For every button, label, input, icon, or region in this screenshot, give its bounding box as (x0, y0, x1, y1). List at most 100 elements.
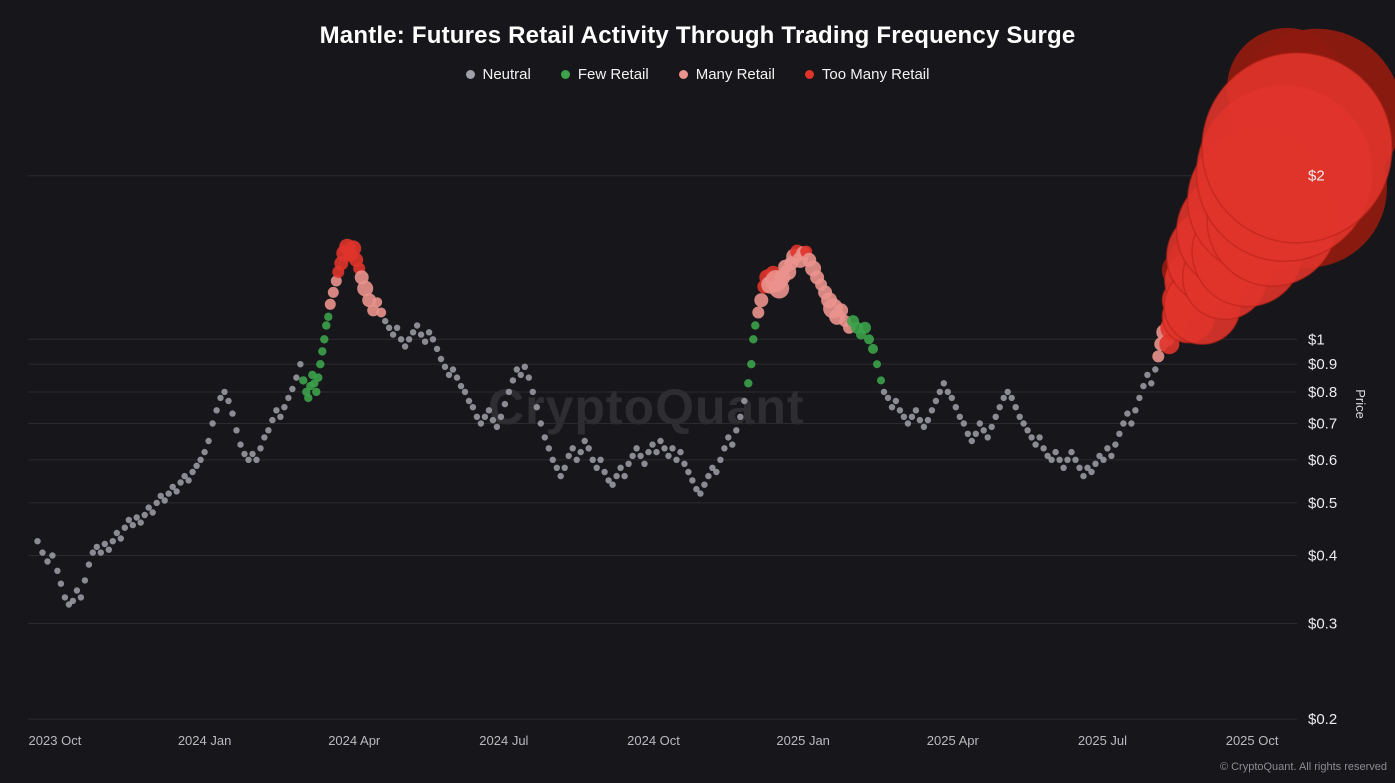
data-point (372, 297, 383, 308)
data-point (665, 452, 672, 460)
data-point (1104, 445, 1111, 452)
data-point (713, 468, 720, 476)
data-point (1080, 472, 1087, 480)
data-point (237, 441, 244, 448)
legend-item-neutral[interactable]: Neutral (465, 66, 531, 83)
data-point (273, 407, 280, 414)
legend-dot-too-many-retail (804, 70, 814, 79)
data-point (754, 293, 769, 308)
data-point (169, 483, 176, 491)
data-point (299, 376, 308, 385)
data-point (541, 434, 548, 441)
data-point (57, 580, 65, 587)
data-point (1024, 427, 1031, 434)
data-point (701, 481, 708, 488)
data-point (521, 363, 528, 370)
data-point (1052, 448, 1059, 456)
data-point (669, 445, 676, 452)
data-point (936, 388, 943, 396)
data-point (1004, 388, 1011, 396)
data-point (884, 394, 892, 402)
data-point (653, 448, 660, 456)
data-point (1044, 452, 1051, 460)
data-point (1056, 456, 1063, 463)
data-point (153, 499, 160, 507)
data-point (345, 240, 362, 257)
data-point (39, 549, 46, 556)
data-point (157, 492, 164, 500)
data-point (633, 445, 640, 452)
data-point (1136, 394, 1143, 402)
data-point (389, 331, 397, 338)
data-point (1128, 420, 1135, 427)
data-point (213, 407, 220, 414)
data-point (637, 452, 644, 460)
data-point (85, 561, 93, 568)
data-point (747, 360, 756, 369)
data-point (113, 529, 121, 537)
data-point (101, 540, 109, 548)
data-point (161, 497, 168, 504)
data-point (241, 450, 248, 458)
data-point (245, 456, 252, 463)
legend-dot-many-retail (678, 70, 688, 79)
data-point (749, 335, 758, 344)
data-point (617, 464, 624, 471)
data-point (376, 307, 387, 318)
data-point (685, 468, 692, 476)
legend-label-too-many-retail: Too Many Retail (821, 66, 930, 83)
data-point (137, 519, 144, 526)
data-point (920, 423, 928, 431)
legend-label-many-retail: Many Retail (695, 66, 775, 83)
data-point (477, 420, 485, 427)
data-point (281, 404, 288, 411)
data-point (545, 445, 552, 452)
data-point (485, 407, 493, 414)
data-point (737, 413, 744, 420)
data-point (1096, 452, 1103, 460)
data-point (729, 441, 736, 448)
data-point (613, 472, 620, 480)
data-point (457, 382, 465, 390)
x-tick-label: 2025 Jul (1078, 733, 1127, 748)
data-point (77, 594, 85, 601)
data-point (561, 464, 568, 471)
data-point (741, 397, 748, 405)
data-point (61, 594, 69, 601)
data-point (489, 416, 497, 424)
legend-item-many-retail[interactable]: Many Retail (678, 66, 775, 83)
copyright-notice: © CryptoQuant. All rights reserved (1219, 761, 1387, 773)
data-point (689, 477, 696, 484)
data-point (81, 577, 89, 584)
legend-item-too-many-retail[interactable]: Too Many Retail (804, 66, 930, 83)
data-point (565, 452, 572, 460)
legend-item-few-retail[interactable]: Few Retail (560, 66, 649, 83)
data-point (133, 514, 140, 521)
data-point (1036, 434, 1043, 441)
data-point (473, 413, 481, 420)
data-point (625, 460, 632, 467)
x-tick-label: 2023 Oct (29, 733, 82, 748)
data-point (1000, 394, 1007, 402)
data-point (984, 434, 991, 441)
data-point (629, 452, 636, 460)
data-point (645, 448, 652, 456)
data-point (1020, 420, 1027, 427)
data-point (109, 538, 117, 545)
data-point (593, 464, 600, 471)
data-point (601, 468, 608, 476)
data-point (1040, 445, 1047, 452)
data-point (573, 456, 580, 463)
data-point (988, 423, 995, 431)
data-point (859, 321, 871, 334)
data-point (992, 413, 999, 420)
data-point (589, 456, 596, 463)
y-tick-label: $2 (1308, 168, 1325, 185)
data-point (177, 479, 184, 486)
data-point (324, 298, 336, 310)
y-tick-label: $0.2 (1308, 711, 1337, 728)
data-point (752, 306, 765, 319)
data-point (193, 462, 200, 469)
data-point (121, 524, 128, 531)
data-point (97, 549, 105, 556)
